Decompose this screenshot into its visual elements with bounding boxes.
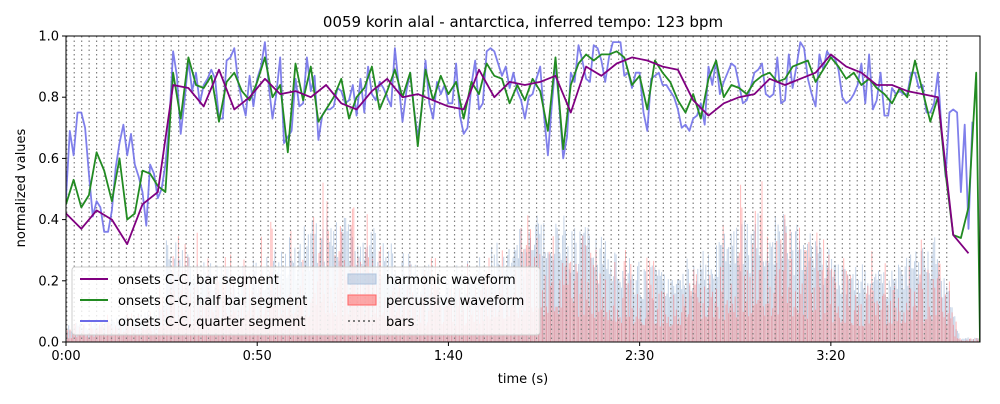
x-tick-label: 0:50 — [243, 349, 272, 364]
legend-label: onsets C-C, half bar segment — [118, 294, 307, 309]
x-axis-label: time (s) — [498, 372, 548, 387]
legend-swatch — [347, 273, 377, 285]
legend: onsets C-C, bar segment onsets C-C, half … — [71, 266, 541, 336]
y-axis-ticks: 0.0 0.2 0.4 0.6 0.8 1.0 — [38, 30, 66, 351]
plot-frame — [65, 35, 981, 343]
legend-label: percussive waveform — [386, 294, 524, 309]
x-tick-label: 3:20 — [816, 349, 845, 364]
x-tick-label: 0:00 — [51, 349, 80, 364]
y-tick-label: 1.0 — [38, 30, 59, 45]
series-line-2 — [66, 50, 980, 342]
chart-title: 0059 korin alal - antarctica, inferred t… — [323, 13, 723, 31]
series-line-3 — [66, 41, 974, 233]
legend-label: onsets C-C, bar segment — [118, 273, 279, 288]
x-axis-ticks: 0:00 0:50 1:40 2:30 3:20 — [51, 342, 845, 364]
x-tick-label: 2:30 — [625, 349, 654, 364]
y-tick-label: 0.0 — [38, 336, 59, 351]
plot-area — [66, 36, 980, 342]
y-tick-label: 0.8 — [38, 91, 59, 106]
y-tick-label: 0.4 — [38, 213, 59, 228]
legend-label: bars — [386, 315, 415, 330]
series-layer — [66, 41, 980, 342]
legend-label: onsets C-C, quarter segment — [118, 315, 305, 330]
x-tick-label: 1:40 — [434, 349, 463, 364]
y-tick-label: 0.6 — [38, 152, 59, 167]
legend-box — [71, 266, 541, 336]
legend-swatch — [347, 294, 377, 306]
y-tick-label: 0.2 — [38, 274, 59, 289]
y-axis-label: normalized values — [14, 128, 29, 247]
legend-label: harmonic waveform — [386, 273, 516, 288]
series-line-1 — [66, 53, 970, 254]
